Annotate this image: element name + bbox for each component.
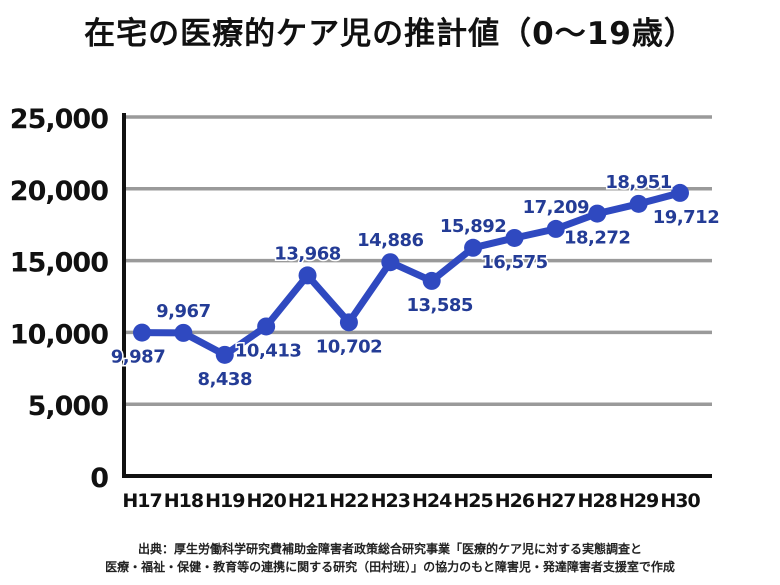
data-label: 15,892 [440, 216, 506, 237]
x-tick-label: H29 [619, 490, 658, 512]
data-label: 10,413 [235, 340, 301, 361]
y-tick-label: 5,000 [28, 391, 109, 422]
x-tick-label: H26 [495, 490, 535, 512]
source-note-line-2: 医療・福祉・保健・教育等の連携に関する研究（田村班）」の協力のもと障害児・発達障… [105, 560, 675, 574]
data-point [422, 271, 441, 290]
gridlines [124, 115, 712, 406]
data-label: 8,438 [198, 369, 252, 390]
data-label: 18,272 [564, 228, 630, 249]
y-tick-label: 25,000 [10, 104, 108, 135]
data-point [505, 228, 524, 247]
y-tick-label: 15,000 [10, 248, 108, 279]
chart-title: 在宅の医療的ケア児の推計値（0〜19歳） [84, 16, 696, 52]
data-point [215, 345, 234, 364]
x-tick-label: H24 [412, 490, 452, 512]
data-label: 13,585 [406, 295, 472, 316]
data-point [298, 266, 317, 285]
data-label: 16,575 [481, 252, 547, 273]
data-point [464, 238, 483, 257]
x-tick-label: H19 [205, 490, 244, 512]
data-point [257, 317, 276, 336]
data-point [133, 323, 151, 342]
data-label: 9,967 [156, 301, 210, 322]
data-point [588, 204, 607, 223]
data-point [339, 313, 358, 332]
data-points [133, 183, 689, 364]
y-axis-tick-labels: 0 5,000 10,000 15,000 20,000 25,000 [10, 104, 109, 494]
data-point [629, 194, 648, 213]
data-label: 13,968 [274, 243, 340, 264]
x-tick-label: H22 [329, 490, 368, 512]
x-tick-label: H18 [164, 490, 204, 512]
x-tick-label: H23 [371, 490, 410, 512]
x-axis-tick-labels: H17 H18 H19 H20 H21 H22 H23 H24 H25 H26 H27 H28 H29 H… [122, 490, 701, 512]
data-label: 19,712 [653, 207, 719, 228]
data-label: 14,886 [357, 230, 423, 251]
data-point [671, 183, 689, 202]
x-tick-label: H20 [246, 490, 286, 512]
data-labels: 9,987 9,967 8,438 10,413 13,968 10,702 14,886 1… [109, 170, 721, 391]
data-point [381, 253, 400, 272]
x-tick-label: H30 [660, 490, 700, 512]
data-point [174, 323, 193, 342]
data-label: 17,209 [523, 197, 589, 218]
x-tick-label: H17 [122, 490, 161, 512]
y-tick-label: 0 [90, 463, 108, 494]
y-tick-label: 10,000 [10, 319, 108, 350]
x-tick-label: H21 [288, 490, 327, 512]
x-tick-label: H28 [578, 490, 618, 512]
x-tick-label: H27 [536, 490, 575, 512]
source-note-line-1: 出典：厚生労働科学研究費補助金障害者政策総合研究事業「医療的ケア児に対する実態調… [137, 542, 642, 556]
y-tick-label: 20,000 [10, 176, 108, 207]
x-tick-label: H25 [453, 490, 492, 512]
axes [122, 113, 712, 478]
data-point [546, 219, 565, 238]
data-label: 9,987 [111, 347, 165, 368]
data-label: 10,702 [316, 336, 382, 357]
data-label: 18,951 [605, 172, 671, 193]
